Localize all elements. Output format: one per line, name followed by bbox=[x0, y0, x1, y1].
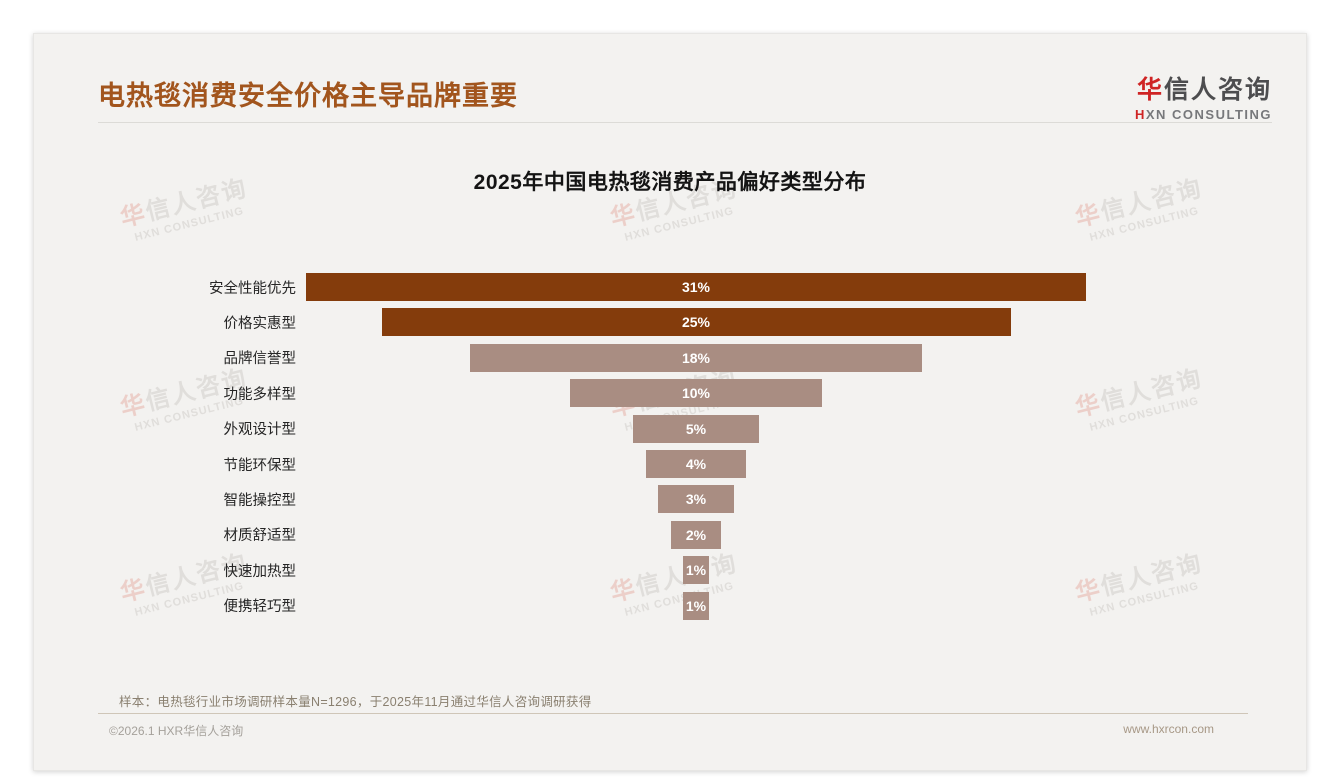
category-label: 快速加热型 bbox=[223, 563, 297, 580]
logo-en-rest: XN CONSULTING bbox=[1145, 107, 1272, 122]
report-card: 电热毯消费安全价格主导品牌重要 华信人咨询 HXN CONSULTING 华信人… bbox=[33, 33, 1307, 771]
funnel-bar: 31% bbox=[306, 273, 1086, 301]
value-label: 10% bbox=[681, 385, 710, 402]
value-label: 1% bbox=[685, 562, 707, 579]
funnel-row: 外观设计型 5% bbox=[34, 414, 1306, 443]
company-logo: 华信人咨询 HXN CONSULTING bbox=[1135, 78, 1272, 122]
category-label: 功能多样型 bbox=[223, 386, 297, 403]
funnel-row: 功能多样型 10% bbox=[34, 379, 1306, 408]
funnel-row: 智能操控型 3% bbox=[34, 485, 1306, 514]
funnel-row: 快速加热型 1% bbox=[34, 556, 1306, 585]
funnel-bar: 18% bbox=[469, 343, 923, 372]
footer-divider bbox=[98, 713, 1248, 714]
logo-chinese-name: 华信人咨询 bbox=[1135, 78, 1272, 103]
funnel-bar: 2% bbox=[670, 520, 722, 549]
funnel-bar: 1% bbox=[683, 591, 709, 620]
logo-en-accent: H bbox=[1134, 107, 1146, 122]
value-label: 5% bbox=[685, 420, 707, 437]
category-label: 品牌信誉型 bbox=[223, 351, 297, 368]
header-divider bbox=[98, 122, 1272, 123]
website-url: www.hxrcon.com bbox=[1123, 722, 1214, 736]
chart-title: 2025年中国电热毯消费产品偏好类型分布 bbox=[473, 171, 867, 194]
category-label: 安全性能优先 bbox=[209, 280, 296, 297]
sample-note: 样本：电热毯行业市场调研样本量N=1296，于2025年11月通过华信人咨询调研… bbox=[119, 695, 592, 709]
category-label: 节能环保型 bbox=[223, 457, 297, 474]
category-label: 智能操控型 bbox=[223, 492, 297, 509]
funnel-row: 节能环保型 4% bbox=[34, 450, 1306, 478]
funnel-row: 便携轻巧型 1% bbox=[34, 591, 1306, 620]
funnel-bar: 3% bbox=[658, 485, 734, 514]
funnel-bar: 5% bbox=[633, 414, 759, 443]
logo-zh-rest: 信人咨询 bbox=[1163, 76, 1272, 104]
value-label: 31% bbox=[681, 279, 710, 295]
funnel-row: 材质舒适型 2% bbox=[34, 520, 1306, 549]
category-label: 材质舒适型 bbox=[223, 528, 297, 545]
value-label: 18% bbox=[681, 349, 710, 366]
funnel-bar: 1% bbox=[683, 556, 709, 585]
funnel-chart: 安全性能优先 31% 价格实惠型 25% 品牌信誉型 18% 功能多样型 10% 外观设计型 5%… bbox=[34, 34, 1306, 770]
funnel-row: 安全性能优先 31% bbox=[34, 273, 1306, 301]
value-label: 2% bbox=[685, 526, 707, 543]
funnel-row: 价格实惠型 25% bbox=[34, 308, 1306, 337]
category-label: 外观设计型 bbox=[223, 422, 297, 439]
logo-english-name: HXN CONSULTING bbox=[1135, 108, 1272, 121]
value-label: 4% bbox=[685, 456, 707, 472]
value-label: 25% bbox=[681, 314, 711, 331]
value-label: 1% bbox=[685, 597, 707, 614]
funnel-row: 品牌信誉型 18% bbox=[34, 343, 1306, 372]
category-label: 价格实惠型 bbox=[223, 315, 297, 332]
value-label: 3% bbox=[685, 491, 707, 508]
page-title: 电热毯消费安全价格主导品牌重要 bbox=[98, 81, 518, 111]
copyright-text: ©2026.1 HXR华信人咨询 bbox=[109, 724, 244, 738]
logo-zh-accent: 华 bbox=[1136, 76, 1164, 104]
funnel-bar: 10% bbox=[570, 379, 822, 408]
category-label: 便携轻巧型 bbox=[223, 599, 297, 616]
funnel-bar: 25% bbox=[381, 308, 1011, 337]
funnel-bar: 4% bbox=[645, 450, 747, 478]
